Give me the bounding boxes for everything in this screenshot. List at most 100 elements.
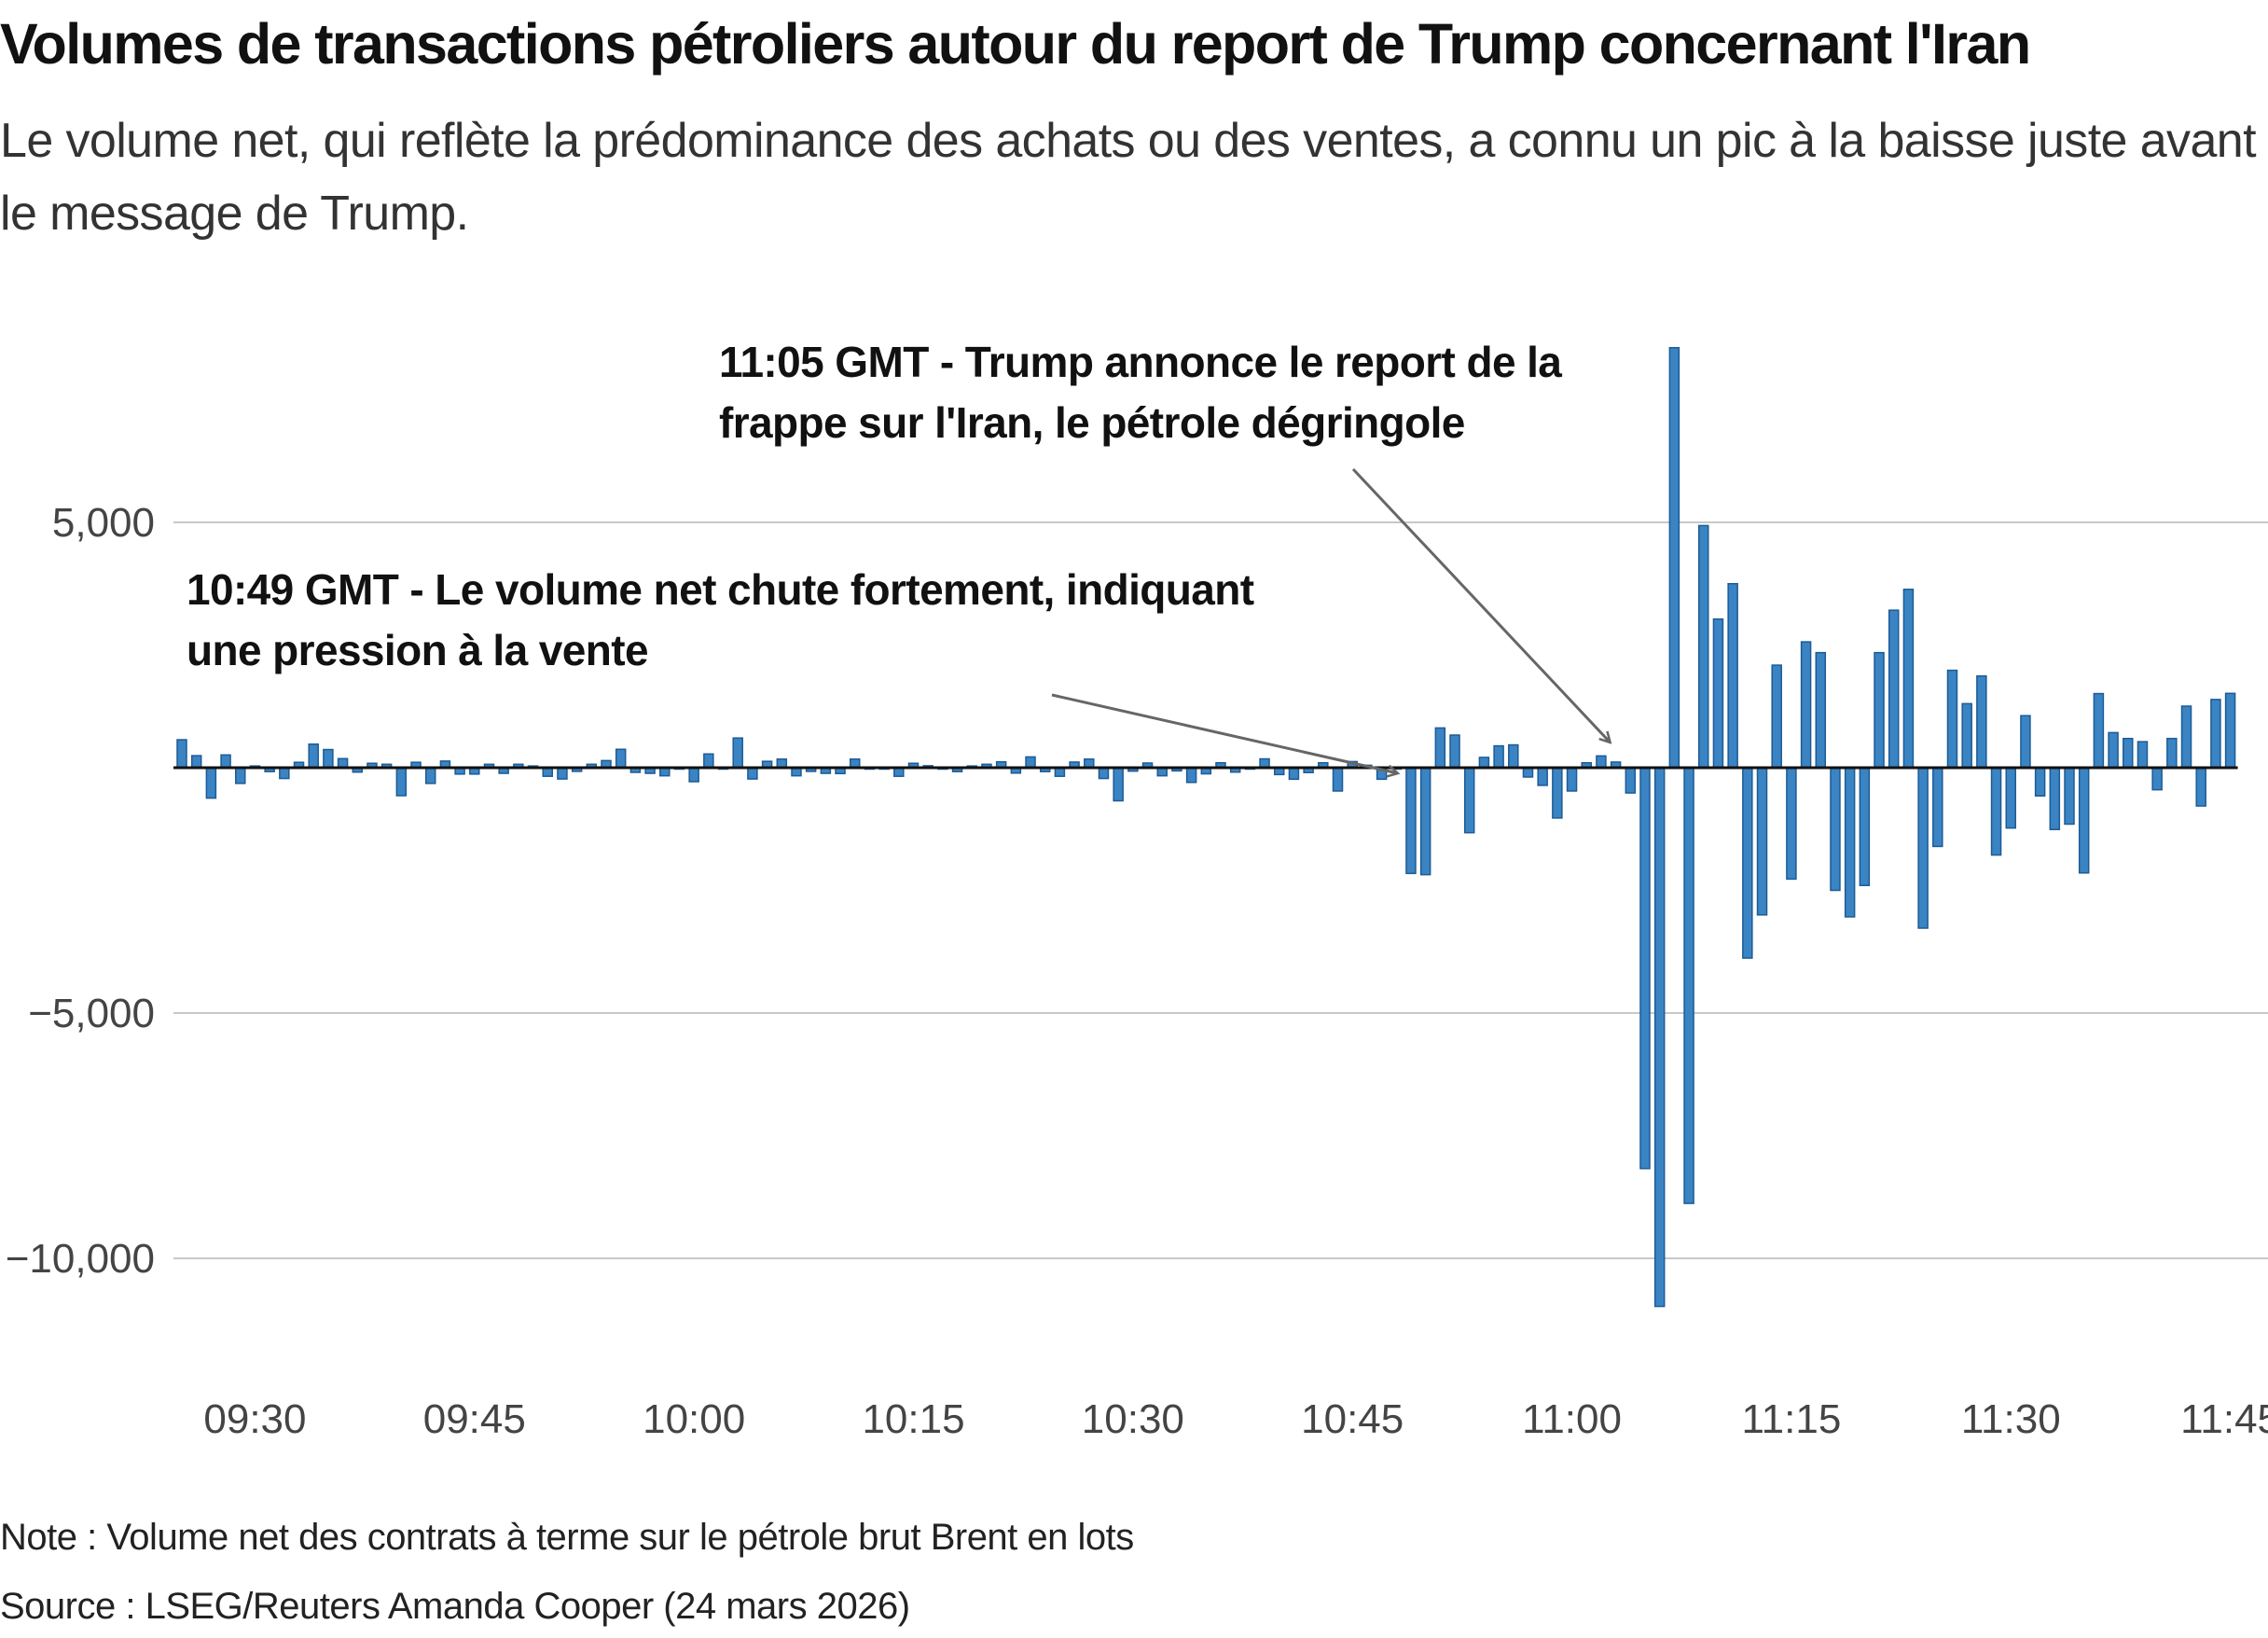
bar	[1025, 756, 1036, 769]
x-tick-label: 11:15	[1741, 1396, 1841, 1442]
bar	[2034, 767, 2046, 797]
bar	[1756, 767, 1768, 916]
bar	[1902, 589, 1915, 769]
bar	[1419, 767, 1431, 876]
bar	[1712, 618, 1724, 769]
bar	[1405, 767, 1417, 875]
bar	[1830, 767, 1841, 892]
annotation-trump: 11:05 GMT - Trump annonce le report de l…	[719, 338, 1611, 743]
bar	[703, 753, 714, 769]
bar	[2224, 692, 2236, 769]
bar	[2064, 767, 2075, 826]
bar	[1990, 767, 2002, 856]
bar	[1786, 767, 1797, 881]
bar	[279, 767, 290, 780]
y-tick-label: −5,000	[28, 991, 155, 1036]
bar	[220, 754, 231, 769]
bar	[2151, 767, 2163, 791]
bar	[1961, 702, 1972, 769]
bar	[557, 767, 568, 780]
bar	[688, 767, 699, 783]
x-tick-label: 11:30	[1961, 1396, 2061, 1442]
y-axis-ticks: 5,000 −5,000 −10,000	[6, 500, 155, 1282]
bar	[2005, 767, 2016, 829]
bar	[1463, 767, 1475, 834]
bar	[1185, 767, 1197, 784]
bar	[1566, 767, 1578, 792]
bar	[1508, 743, 1519, 769]
bar	[308, 743, 319, 769]
bar	[2195, 767, 2206, 807]
x-tick-label: 09:30	[203, 1396, 306, 1442]
bar	[2166, 737, 2178, 769]
bar	[2093, 692, 2105, 769]
bar	[1917, 767, 1929, 929]
chart-title: Volumes de transactions pétroliers autou…	[0, 12, 2031, 76]
chart-subtitle: Le volume net, qui reflète la prédominan…	[0, 114, 2257, 241]
bar	[1098, 767, 1110, 780]
bar	[1493, 744, 1504, 769]
bar	[2123, 737, 2134, 769]
bar	[190, 755, 202, 769]
footnote-note: Note : Volume net des contrats à terme s…	[0, 1517, 1134, 1558]
bar	[1946, 669, 1958, 769]
x-tick-label: 10:45	[1301, 1396, 1404, 1442]
bar	[1332, 767, 1344, 792]
bar	[2137, 741, 2149, 769]
bar	[235, 767, 246, 784]
annotation-trump-line-1: 11:05 GMT - Trump annonce le report de l…	[719, 338, 1562, 386]
bar	[2020, 715, 2031, 769]
x-tick-label: 11:00	[1522, 1396, 1622, 1442]
bar	[1727, 583, 1738, 769]
x-axis-ticks: 09:30 09:45 10:00 10:15 10:30 10:45 11:00 11:15…	[203, 1396, 2268, 1442]
bar	[1698, 524, 1709, 769]
bar	[1815, 651, 1827, 769]
bars	[176, 346, 2236, 1308]
bar	[1976, 674, 1987, 769]
bar	[205, 767, 217, 799]
bar	[2078, 767, 2090, 874]
bar	[1874, 651, 1885, 769]
x-tick-label: 09:45	[423, 1396, 526, 1442]
annotation-selloff: 10:49 GMT - Le volume net chute fortemen…	[187, 565, 1398, 773]
bar	[1800, 641, 1812, 769]
annotation-trump-arrow	[1351, 467, 1611, 743]
bar	[747, 767, 758, 780]
bar	[1668, 346, 1680, 769]
bar	[1932, 767, 1943, 848]
bar	[1478, 757, 1490, 769]
annotation-trump-line-2: frappe sur l'Iran, le pétrole dégringole	[719, 398, 1465, 447]
bar	[1771, 664, 1782, 769]
bar	[1596, 755, 1607, 769]
bar	[424, 767, 436, 784]
x-tick-label: 11:45	[2180, 1396, 2268, 1442]
annotation-selloff-line-1: 10:49 GMT - Le volume net chute fortemen…	[187, 565, 1254, 614]
bar	[1434, 727, 1446, 769]
bar	[1888, 609, 1900, 769]
bar	[323, 748, 334, 769]
gridlines	[173, 521, 2268, 1259]
bar	[1742, 767, 1753, 959]
y-tick-label: −10,000	[6, 1236, 155, 1282]
bar	[1449, 734, 1460, 769]
bar	[176, 739, 187, 769]
bar	[395, 767, 408, 797]
bar	[1537, 767, 1548, 786]
bar	[2180, 705, 2192, 769]
x-tick-label: 10:00	[643, 1396, 745, 1442]
bar	[2108, 731, 2119, 769]
bar	[1844, 767, 1856, 918]
bar	[2049, 767, 2061, 831]
bar	[2210, 699, 2221, 769]
bar	[1625, 767, 1637, 794]
bar	[732, 737, 743, 769]
x-tick-label: 10:15	[862, 1396, 964, 1442]
bar	[1288, 767, 1300, 781]
y-tick-label: 5,000	[52, 500, 155, 546]
bar	[1859, 767, 1871, 886]
footnote-source: Source : LSEG/Reuters Amanda Cooper (24 …	[0, 1586, 910, 1627]
bar	[615, 748, 627, 769]
annotation-selloff-line-2: une pression à la vente	[187, 626, 648, 674]
bar	[1639, 767, 1651, 1170]
